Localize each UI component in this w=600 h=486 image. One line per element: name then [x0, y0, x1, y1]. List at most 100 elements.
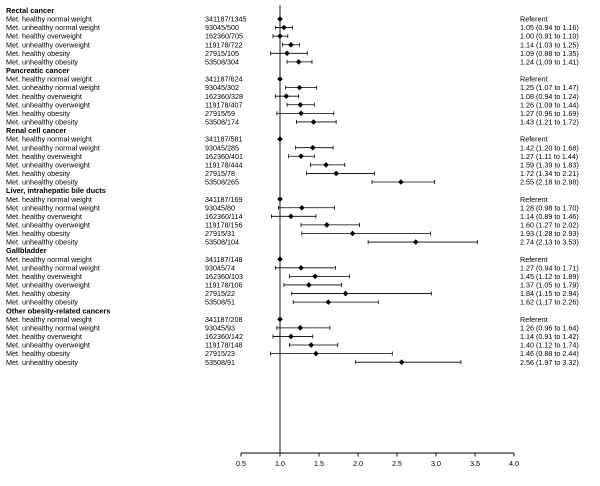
row-count: 119178/407 — [205, 100, 242, 109]
row-estimate: 1.28 (0.98 to 1.70) — [520, 203, 579, 212]
estimate-marker — [298, 265, 304, 271]
estimate-marker — [296, 84, 303, 91]
row-estimate: 1.26 (1.09 to 1.44) — [520, 100, 579, 109]
estimate-marker — [323, 162, 329, 168]
row-count: 119178/148 — [205, 341, 242, 350]
row-count: 27915/23 — [205, 349, 235, 358]
estimate-marker — [398, 179, 404, 185]
row-count: 53508/91 — [205, 358, 235, 367]
estimate-marker — [277, 316, 283, 323]
row-estimate: 1.26 (0.96 to 1.64) — [520, 323, 579, 332]
estimate-marker — [313, 350, 319, 357]
row-count: 162360/142 — [205, 332, 243, 341]
row-label: Met. healthy overweight — [6, 32, 82, 41]
estimate-marker — [298, 110, 304, 117]
row-count: 53508/174 — [205, 118, 239, 127]
row-label: Met. healthy normal weight — [6, 195, 92, 204]
row-estimate: 1.08 (0.94 to 1.24) — [520, 92, 579, 101]
estimate-marker — [277, 256, 283, 263]
row-estimate: 1.46 (0.88 to 2.44) — [520, 349, 579, 358]
row-label: Met. healthy overweight — [6, 92, 82, 101]
row-count: 119178/444 — [205, 160, 242, 169]
row-count: 341187/148 — [205, 255, 242, 264]
row-estimate: 1.27 (0.94 to 1.71) — [520, 263, 579, 272]
row-label: Met. healthy obesity — [6, 289, 70, 298]
row-label: Met. unhealthy obesity — [6, 178, 78, 187]
row-label: Met. healthy overweight — [6, 272, 82, 281]
row-estimate: 1.42 (1.20 to 1.68) — [520, 143, 579, 152]
row-label: Met. unhealthy overweight — [6, 281, 90, 290]
estimate-marker — [277, 196, 283, 202]
estimate-marker — [277, 33, 283, 39]
x-tick-label: 4.0 — [509, 459, 519, 468]
row-count: 53508/51 — [205, 298, 235, 307]
row-label: Met. unhealthy overweight — [6, 40, 90, 49]
row-label: Met. unhealthy obesity — [6, 298, 78, 307]
row-count: 27915/22 — [205, 289, 235, 298]
row-count: 162360/103 — [205, 272, 243, 281]
row-estimate: Referent — [520, 75, 548, 84]
estimate-marker — [297, 101, 304, 108]
row-label: Met. unhealthy normal weight — [6, 83, 100, 92]
row-estimate: 1.05 (0.94 to 1.16) — [520, 23, 579, 32]
row-label: Met. unhealthy obesity — [6, 118, 78, 127]
estimate-marker — [288, 333, 294, 340]
row-estimate: 1.62 (1.17 to 2.26) — [520, 298, 579, 307]
row-estimate: 1.43 (1.21 to 1.72) — [520, 118, 579, 127]
row-label: Met. unhealthy normal weight — [6, 203, 100, 212]
estimate-marker — [298, 153, 304, 160]
row-count: 27915/31 — [205, 229, 235, 238]
row-label: Met. unhealthy overweight — [6, 160, 90, 169]
group-title: Other obesity-related cancers — [6, 306, 110, 315]
row-label: Met. unhealthy normal weight — [6, 23, 100, 32]
row-estimate: 1.27 (1.11 to 1.44) — [520, 152, 578, 161]
estimate-marker — [306, 282, 312, 288]
estimate-marker — [325, 299, 332, 305]
estimate-marker — [283, 93, 290, 99]
row-estimate: 1.93 (1.28 to 2.93) — [520, 229, 579, 238]
row-label: Met. healthy normal weight — [6, 255, 92, 264]
row-count: 93045/74 — [205, 263, 235, 272]
row-label: Met. healthy obesity — [6, 229, 70, 238]
row-label: Met. unhealthy overweight — [6, 341, 90, 350]
row-estimate: Referent — [520, 195, 548, 204]
row-estimate: 1.72 (1.34 to 2.21) — [520, 169, 579, 178]
row-label: Met. unhealthy obesity — [6, 57, 78, 66]
row-estimate: 1.37 (1.05 to 1.79) — [520, 281, 579, 290]
row-label: Met. unhealthy normal weight — [6, 323, 100, 332]
row-count: 93045/285 — [205, 143, 239, 152]
row-label: Met. healthy obesity — [6, 169, 70, 178]
estimate-marker — [277, 136, 283, 142]
group-title: Liver, intrahepatic bile ducts — [6, 186, 106, 195]
row-estimate: Referent — [520, 135, 548, 144]
row-label: Met. unhealthy obesity — [6, 238, 78, 247]
row-count: 93045/500 — [205, 23, 239, 32]
row-label: Met. healthy overweight — [6, 332, 82, 341]
row-estimate: Referent — [520, 255, 548, 264]
x-tick-label: 3.0 — [431, 459, 441, 468]
row-count: 341187/208 — [205, 315, 242, 324]
row-estimate: Referent — [520, 15, 548, 24]
row-label: Met. unhealthy overweight — [6, 100, 90, 109]
group-title: Gallbladder — [6, 246, 47, 255]
estimate-marker — [284, 50, 290, 57]
row-estimate: 2.74 (2.13 to 3.53) — [520, 238, 579, 247]
row-label: Met. unhealthy normal weight — [6, 143, 100, 152]
group-title: Rectal cancer — [6, 6, 54, 15]
estimate-marker — [309, 144, 316, 151]
estimate-marker — [308, 342, 314, 348]
row-count: 341187/1345 — [205, 15, 246, 24]
row-label: Met. healthy normal weight — [6, 15, 92, 24]
row-label: Met. healthy obesity — [6, 49, 70, 58]
x-tick-label: 1.5 — [314, 459, 324, 468]
estimate-marker — [349, 230, 356, 237]
row-label: Met. unhealthy obesity — [6, 358, 78, 367]
estimate-marker — [342, 290, 349, 297]
row-estimate: 1.45 (1.12 to 1.89) — [520, 272, 579, 281]
estimate-marker — [312, 273, 318, 280]
row-estimate: 1.60 (1.27 to 2.02) — [520, 221, 579, 230]
row-count: 341187/581 — [205, 135, 242, 144]
row-estimate: 1.14 (0.91 to 1.42) — [520, 332, 579, 341]
estimate-marker — [288, 41, 294, 48]
